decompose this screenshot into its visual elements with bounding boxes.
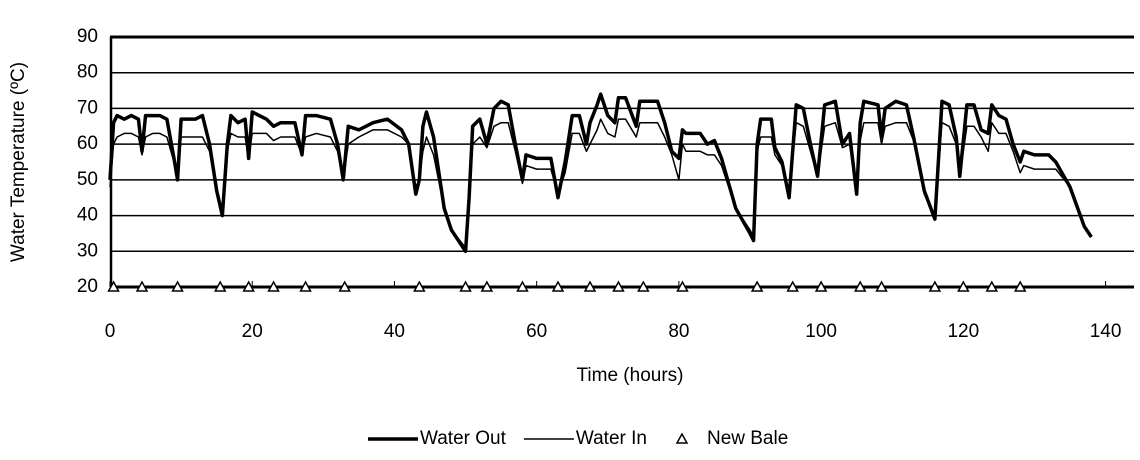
y-tick-label: 60 [77,133,98,154]
x-tick-label: 0 [105,321,116,342]
x-tick-label: 80 [668,321,689,342]
new-bale-marker [676,280,689,292]
new-bale-marker [957,280,970,292]
new-bale-marker [875,280,888,292]
series-line [108,92,1093,254]
new-bale-marker [928,280,942,292]
new-bale-marker [814,280,828,292]
new-bale-marker [213,280,227,292]
new-bale-marker [171,280,184,292]
x-axis-label: Time (hours) [577,365,684,386]
legend-label: Water Out [420,428,507,449]
new-bale-marker [750,280,764,292]
series-line [109,118,1092,249]
y-tick-label: 70 [77,97,98,118]
new-bale-marker [242,280,255,292]
x-tick-label: 120 [947,321,979,342]
new-bale-marker [985,280,999,292]
y-tick-label: 20 [77,276,98,297]
new-bale-marker [853,280,867,292]
y-tick-label: 30 [77,240,98,261]
y-axis-label: Water Temperature (ºC) [8,62,29,262]
new-bale-marker [459,280,472,292]
new-bale-marker [413,280,426,292]
x-tick-label: 60 [526,321,547,342]
y-tick-label: 80 [77,62,98,83]
new-bale-marker [299,280,312,292]
new-bale-marker [267,280,280,292]
x-tick-label: 40 [384,321,405,342]
y-tick-label: 90 [77,26,98,47]
x-tick-label: 140 [1090,321,1122,342]
new-bale-marker [551,280,565,292]
new-bale-marker [786,280,799,292]
legend-symbol [675,432,689,444]
y-tick-label: 40 [77,205,98,226]
new-bale-marker [480,280,494,292]
legend-label: New Bale [707,428,788,449]
new-bale-marker [516,280,529,292]
x-tick-label: 20 [242,321,263,342]
x-tick-label: 100 [805,321,837,342]
new-bale-marker [135,280,149,292]
new-bale-marker [637,280,650,292]
y-tick-label: 50 [77,169,98,190]
new-bale-marker [583,280,597,292]
new-bale-marker [338,280,351,292]
new-bale-marker [107,280,120,292]
legend-label: Water In [576,428,647,449]
new-bale-marker [1013,280,1027,292]
new-bale-marker [612,280,625,292]
